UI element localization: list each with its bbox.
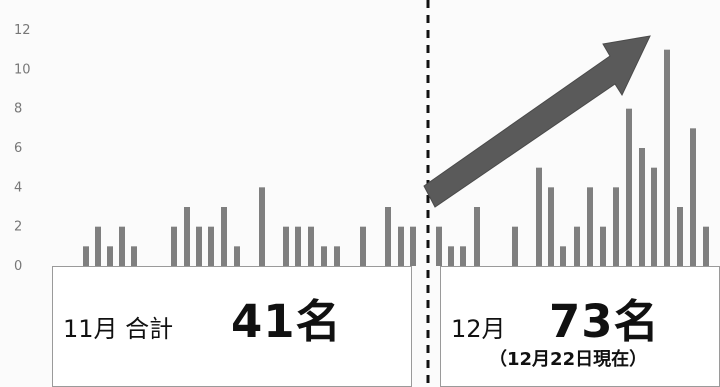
december-note: （12月22日現在） bbox=[489, 349, 648, 370]
bar bbox=[460, 246, 466, 266]
bar bbox=[574, 226, 580, 266]
bar bbox=[295, 226, 301, 266]
bar bbox=[512, 226, 518, 266]
bar bbox=[436, 226, 442, 266]
bar bbox=[184, 207, 190, 266]
bar bbox=[107, 246, 113, 266]
y-tick-label: 10 bbox=[14, 62, 31, 77]
y-tick-label: 4 bbox=[14, 180, 22, 195]
y-tick-label: 2 bbox=[14, 220, 22, 235]
bar bbox=[410, 226, 416, 266]
bar bbox=[677, 207, 683, 266]
bar bbox=[536, 167, 542, 266]
bar bbox=[664, 49, 670, 266]
bar bbox=[208, 226, 214, 266]
bar bbox=[703, 226, 709, 266]
december-total-box: 12月 73名 （12月22日現在） bbox=[440, 266, 720, 387]
bar bbox=[196, 226, 202, 266]
december-label: 12月 bbox=[451, 315, 506, 343]
bar bbox=[283, 226, 289, 266]
bar bbox=[385, 207, 391, 266]
bar bbox=[95, 226, 101, 266]
bar bbox=[321, 246, 327, 266]
december-total: 73名 bbox=[549, 295, 660, 348]
bar bbox=[474, 207, 480, 266]
november-total: 41名 bbox=[231, 295, 342, 348]
y-tick-label: 12 bbox=[14, 23, 31, 38]
bar bbox=[334, 246, 340, 266]
trend-up-arrow bbox=[423, 35, 651, 208]
bar bbox=[308, 226, 314, 266]
bar bbox=[131, 246, 137, 266]
bar bbox=[600, 226, 606, 266]
bar bbox=[119, 226, 125, 266]
y-tick-label: 8 bbox=[14, 102, 22, 117]
bar bbox=[548, 187, 554, 266]
bar bbox=[259, 187, 265, 266]
y-tick-label: 0 bbox=[14, 259, 22, 274]
bar bbox=[83, 246, 89, 266]
bar bbox=[234, 246, 240, 266]
bar bbox=[171, 226, 177, 266]
november-total-box: 11月 合計 41名 bbox=[52, 266, 412, 387]
bar bbox=[626, 108, 632, 267]
bar bbox=[639, 148, 645, 266]
november-label: 11月 合計 bbox=[63, 315, 174, 343]
bar bbox=[587, 187, 593, 266]
bar bbox=[560, 246, 566, 266]
bar bbox=[221, 207, 227, 266]
bar bbox=[651, 167, 657, 266]
y-tick-label: 6 bbox=[14, 141, 22, 156]
bar bbox=[360, 226, 366, 266]
bar bbox=[398, 226, 404, 266]
bar bbox=[448, 246, 454, 266]
bar bbox=[613, 187, 619, 266]
bar bbox=[690, 128, 696, 266]
